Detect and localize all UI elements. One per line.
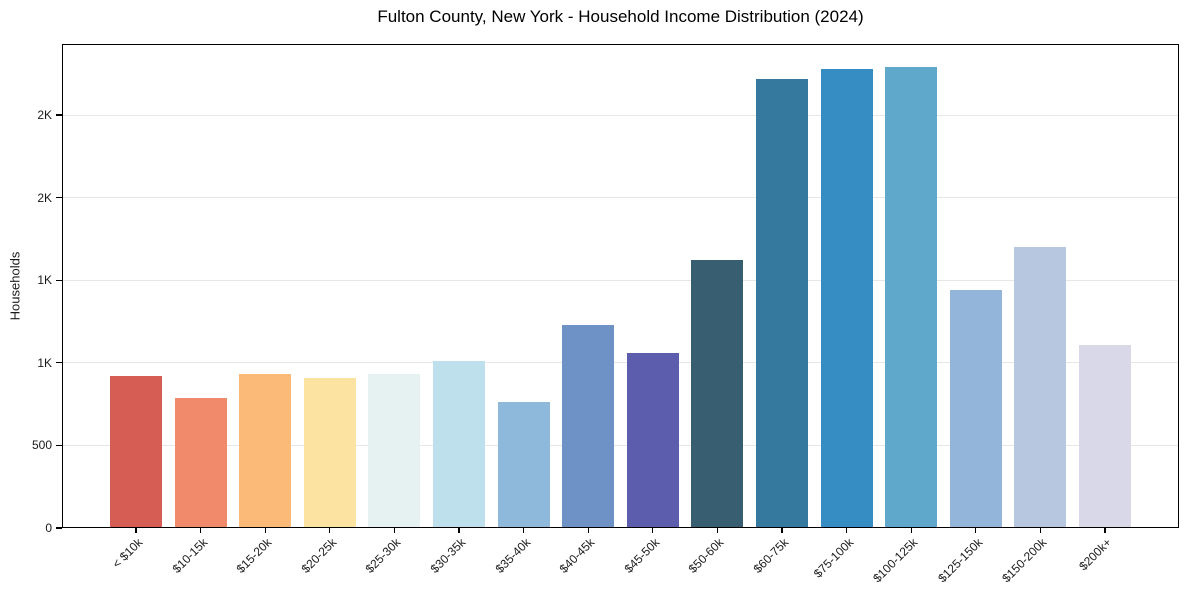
bar (433, 361, 485, 528)
y-tick-label: 1K (37, 273, 52, 288)
bar (303, 377, 356, 528)
x-tick-mark (781, 528, 783, 533)
plot-area: 0 500 1K 1K 2K 2K < $10k $10-15k $15-20k $20-25k $… (32, 44, 1179, 585)
x-tick-label: < $10k (109, 535, 146, 571)
x-tick-mark (199, 528, 202, 533)
y-tick-mark (56, 444, 62, 447)
y-tick-mark (56, 527, 62, 529)
gridline (62, 362, 1179, 364)
x-tick-mark (975, 528, 977, 533)
bar (110, 376, 162, 528)
bar (562, 324, 615, 528)
gridline (62, 197, 1179, 199)
x-tick-mark (587, 528, 589, 533)
x-tick-mark (522, 528, 525, 533)
bar (885, 67, 938, 528)
x-tick-mark (652, 528, 654, 533)
x-tick-mark (1104, 528, 1106, 533)
y-tick-label: 0 (45, 521, 52, 535)
bar (949, 290, 1002, 528)
bar (820, 68, 873, 528)
y-tick-mark (56, 279, 62, 281)
bar (174, 397, 227, 528)
bar (691, 260, 744, 528)
y-tick-mark (56, 114, 62, 116)
x-tick-mark (135, 528, 137, 533)
gridline (62, 114, 1179, 116)
bar (756, 78, 808, 528)
gridline (62, 279, 1179, 281)
y-tick-label: 2K (37, 108, 52, 123)
axes-spines (62, 44, 1179, 528)
x-tick-mark (393, 528, 396, 533)
x-tick-mark (716, 528, 719, 533)
y-tick-label: 500 (31, 438, 52, 453)
y-tick-mark (56, 362, 62, 364)
x-tick-mark (845, 528, 848, 533)
bar (626, 352, 679, 528)
bar (1079, 344, 1131, 528)
bar (1014, 247, 1067, 528)
gridline (62, 444, 1179, 446)
x-tick-mark (329, 528, 331, 533)
y-tick-mark (56, 196, 62, 199)
bar (497, 402, 550, 528)
chart-title: Fulton County, New York - Household Inco… (377, 7, 864, 26)
x-tick-mark (1039, 528, 1042, 533)
y-tick-label: 1K (37, 355, 52, 370)
x-tick-mark (910, 528, 912, 533)
x-tick-mark (264, 528, 266, 533)
bar (368, 374, 421, 528)
y-tick-label: 2K (37, 190, 52, 205)
x-tick-mark (458, 528, 460, 533)
bar (239, 374, 292, 528)
